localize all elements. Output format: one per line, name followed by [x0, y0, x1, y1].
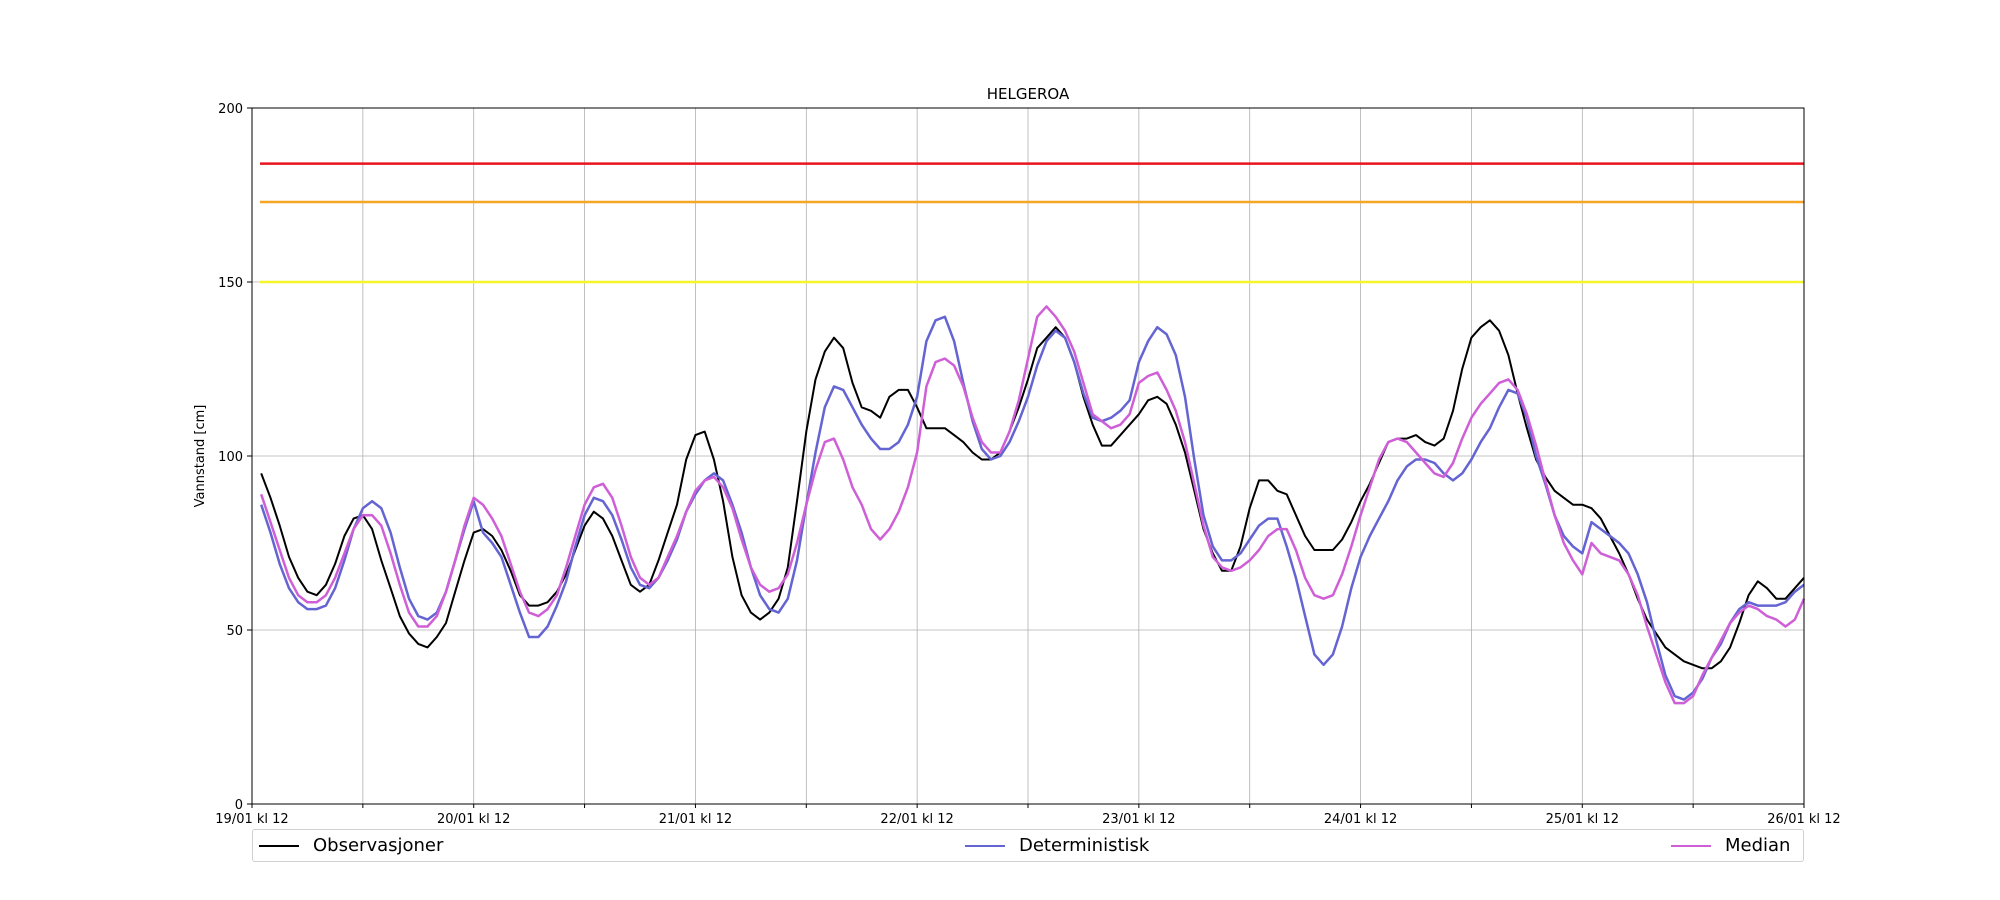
series-line-deterministisk	[260, 315, 1805, 701]
y-tick-label: 150	[218, 276, 243, 291]
grid-lines	[252, 108, 1804, 804]
y-tick-label: 0	[235, 798, 243, 813]
y-axis-label: Vannstand [cm]	[193, 405, 208, 508]
series-line-median	[260, 305, 1806, 705]
x-tick-label: 21/01 kl 12	[659, 812, 732, 827]
legend-swatch-observasjoner	[259, 844, 299, 847]
x-tick-label: 23/01 kl 12	[1102, 812, 1175, 827]
legend-label-observasjoner: Observasjoner	[313, 835, 444, 856]
x-tick-label: 19/01 kl 12	[215, 812, 288, 827]
legend-item-median: Median	[1671, 830, 1790, 861]
x-tick-label: 24/01 kl 12	[1324, 812, 1397, 827]
legend-item-deterministisk: Deterministisk	[965, 830, 1149, 861]
legend-swatch-median	[1671, 844, 1711, 847]
legend: Observasjoner Deterministisk Median	[252, 829, 1804, 862]
chart-title: HELGEROA	[987, 85, 1070, 103]
y-tick-label: 50	[226, 624, 243, 639]
x-tick-label: 25/01 kl 12	[1546, 812, 1619, 827]
legend-item-observasjoner: Observasjoner	[259, 830, 443, 861]
axes: 0 50 100 150 200 19/01 kl 12 20/01 kl 12 21/01 …	[215, 102, 1840, 827]
x-tick-label: 26/01 kl 12	[1767, 812, 1840, 827]
y-tick-label: 200	[218, 102, 243, 117]
legend-label-median: Median	[1725, 835, 1791, 856]
threshold-lines	[260, 162, 1804, 284]
x-tick-label: 22/01 kl 12	[880, 812, 953, 827]
series-lines	[260, 305, 1806, 705]
x-tick-label: 20/01 kl 12	[437, 812, 510, 827]
series-line-observasjoner	[260, 319, 1805, 670]
legend-swatch-deterministisk	[965, 844, 1005, 847]
y-tick-label: 100	[218, 450, 243, 465]
legend-label-deterministisk: Deterministisk	[1019, 835, 1150, 856]
